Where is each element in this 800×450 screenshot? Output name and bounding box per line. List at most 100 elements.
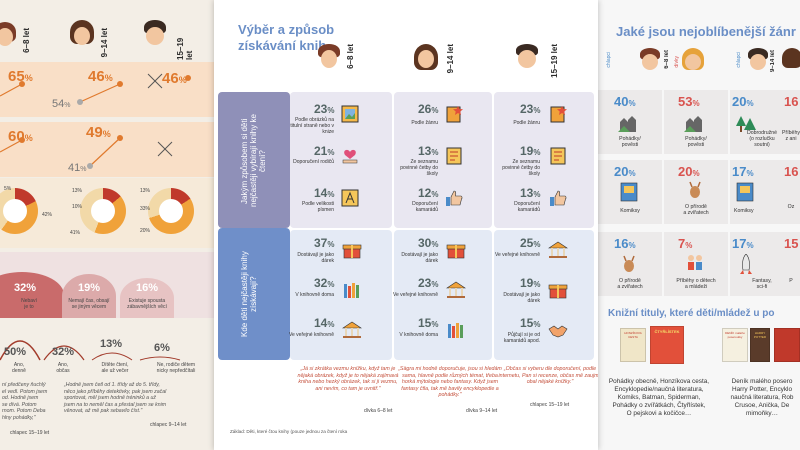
quote: „Občas si vyberu dle doporučení, podle i… [498, 366, 598, 386]
castle-icon [684, 116, 702, 132]
reason-label: Nemají čas, obsají se jiným věcem [68, 298, 110, 310]
stat-label: Dostávají je jako dárek [503, 292, 540, 304]
age-header-2: 9–14 let [62, 0, 122, 60]
book-star-icon [550, 106, 567, 123]
stat-value: 32% [314, 276, 335, 290]
thumbs-up-icon [550, 190, 567, 206]
question-1-sidebar: Jakým způsobem si děti nejčastěji vybíra… [218, 92, 290, 228]
stat-label: Podle velikosti písmen [302, 201, 334, 213]
book-cover: HARRY POTTER [750, 328, 770, 362]
footnote: Základ: Děti, které čtou knihy (pouze je… [230, 429, 348, 434]
library-building-icon [446, 281, 466, 298]
trend-point [19, 81, 25, 87]
middle-page: Výběr a způsob získávání knih 6–8 let 9–… [214, 0, 598, 450]
children-icon [688, 255, 702, 270]
book-cover: ČTYŘLÍSTEK [650, 326, 684, 364]
library-building-icon [342, 321, 362, 338]
checklist-icon [446, 147, 462, 165]
age-label: 6–8 let [664, 50, 670, 69]
quote-signature: chlapec 15–19 let [530, 402, 570, 408]
gender-label: dívky [674, 56, 680, 68]
stat-label: Dostávají je jako dárek [401, 252, 438, 264]
donut-label: 41% [70, 230, 81, 236]
stat-value: 12% [418, 186, 439, 200]
trend-point [77, 99, 83, 105]
stat-value: 60% [8, 128, 33, 145]
reason-label: Existuje spousta zábavnějších věcí [127, 298, 167, 310]
reading-value: 50% [4, 346, 27, 358]
gift-icon [342, 244, 362, 259]
reading-value: 32% [52, 346, 75, 358]
age-header-2 [414, 44, 438, 74]
left-page: 6–8 let 9–14 let 15–19 let 65% 54% 46% 4… [0, 0, 214, 450]
page-title: Jaké jsou nejoblíbenější žánr [616, 24, 796, 39]
section-subtitle: Knižní tituly, které děti/mládež u po [608, 308, 775, 319]
checklist-icon [550, 147, 566, 165]
stat-value: 46% [88, 68, 113, 85]
gender-label: chlapci [736, 52, 742, 68]
trend-lines [0, 73, 191, 105]
trend-point [87, 163, 93, 169]
gift-icon [446, 244, 466, 259]
age-label: 15–19 let [550, 44, 559, 78]
donut-label: 5% [4, 186, 12, 192]
book-cover [774, 328, 800, 362]
stat-label: Doporučení rodičů [293, 159, 334, 165]
age-label: 9–14 let [446, 44, 455, 74]
bookshelf-icon [448, 323, 463, 338]
stat-value: 26% [418, 102, 439, 116]
reading-label: Ne, rodiče dětem nicky nepředčítali [156, 362, 196, 374]
stat-value: 14% [314, 186, 335, 200]
stat-label: Podle žánru [513, 120, 540, 126]
trend-point [185, 75, 191, 81]
stat-label: V knihovně doma [295, 292, 334, 298]
reading-value: 13% [100, 338, 123, 350]
stat-label: Podle obrázků na titulní straně nebo v k… [290, 117, 334, 135]
stat-label: Půjčují si je od kamarádů apod. [503, 332, 540, 344]
genre-cell: 20% O přírodě a zvířatech [664, 160, 728, 224]
donut-label: 42% [42, 212, 53, 218]
stat-label: Ve veřejné knihovně [288, 332, 334, 338]
stat-value: 46% [162, 70, 187, 87]
stat-label: V knihovně doma [399, 332, 438, 338]
genre-cell: 40% Pohádky/ pověsti [598, 90, 662, 154]
reason-value: 19% [78, 282, 101, 294]
donut-chart [0, 188, 38, 234]
age-label: 6–8 let [22, 28, 31, 53]
trend-lines [0, 135, 173, 169]
age-header-3: 15–19 let [132, 0, 194, 60]
donut-label: 10% [72, 204, 83, 210]
child-avatar-icon [782, 48, 800, 68]
stat-value: 30% [418, 236, 439, 250]
donut-chart [80, 188, 126, 234]
stat-label: Podle žánru [411, 120, 438, 126]
stat-label: Doporučení kamarádů [514, 201, 540, 213]
genre-cell: 7% Příběhy o dětech a mládeži [664, 232, 728, 296]
stat-value: 41% [68, 162, 87, 174]
genre-cell: 15 P [782, 232, 800, 296]
stats-row-1: 65% 54% 46% 46% [0, 62, 214, 117]
stat-value: 49% [86, 124, 111, 141]
stat-value: 15% [520, 316, 541, 330]
question-2-sidebar: Kde děti nejčastěji knihy získávají? [218, 228, 290, 360]
stat-value: 19% [520, 276, 541, 290]
donut-label: 13% [72, 188, 83, 194]
age-header-1: 6–8 let [0, 0, 60, 60]
reading-label: Dítěte čtení, ale už večer [101, 362, 129, 374]
stat-value: 25% [520, 236, 541, 250]
forest-icon [736, 116, 756, 132]
book-star-icon [446, 106, 463, 123]
trend-point [19, 137, 25, 143]
reason-label: Nebaví je to [21, 298, 37, 310]
stat-value: 65% [8, 68, 33, 85]
quote: „Já si zkrátka vezmu knížku, když tam je… [297, 366, 399, 392]
stat-label: Ve veřejné knihovně [494, 252, 540, 258]
comic-book-icon [620, 182, 638, 202]
reading-label: Ano, denně [12, 362, 26, 374]
quote-signature: chlapec 15–19 let [10, 430, 50, 436]
stat-value: 19% [520, 144, 541, 158]
stat-value: 23% [520, 102, 541, 116]
quote: „Hodně jsem četl od 1. třídy až do 5. tř… [64, 382, 167, 415]
reading-value: 6% [154, 342, 170, 354]
titles-list: Deník malého posero Harry Potter, Encykl… [730, 378, 794, 417]
